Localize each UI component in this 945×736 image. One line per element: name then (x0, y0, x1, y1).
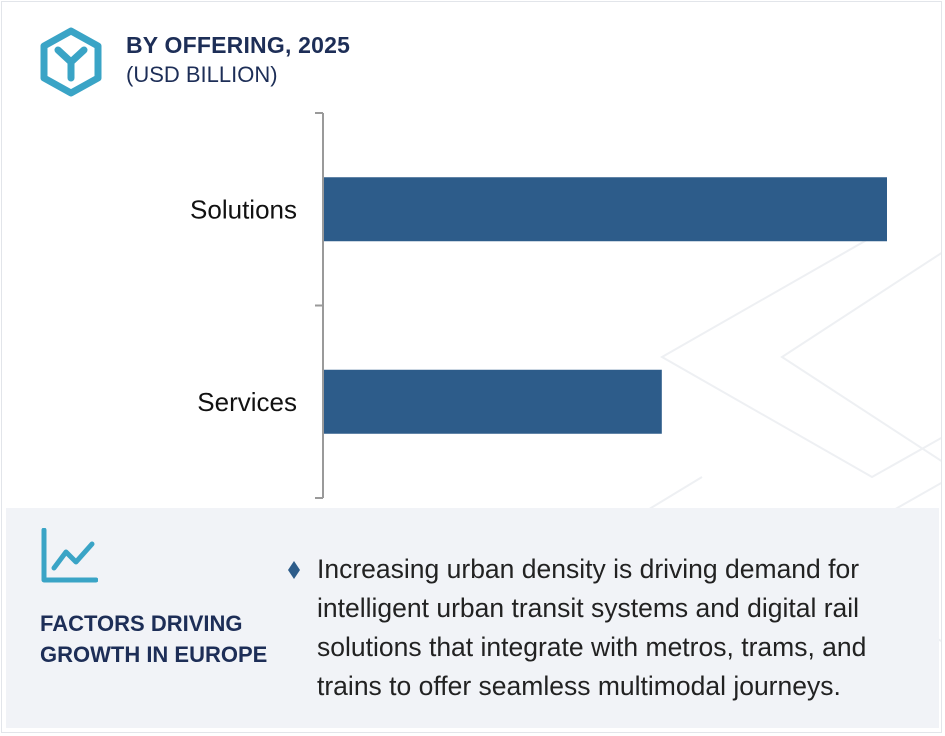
factors-panel: FACTORS DRIVING GROWTH IN EUROPE Increas… (6, 508, 939, 728)
bar-services (324, 369, 662, 434)
hexagon-y-logo-icon (40, 27, 102, 97)
line-chart-growth-icon (41, 528, 98, 583)
chart-title: BY OFFERING, 2025 (126, 32, 351, 58)
bar-solutions (324, 177, 887, 242)
chart-subtitle: (USD BILLION) (126, 62, 278, 87)
factor-bullet-text: Increasing urban density is driving dema… (317, 554, 867, 701)
factors-title: FACTORS DRIVING GROWTH IN EUROPE (40, 611, 268, 667)
category-label-services: Services (197, 387, 297, 417)
diamond-bullet-icon (288, 561, 300, 579)
bar-chart: Solutions Services (190, 112, 887, 499)
category-label-solutions: Solutions (190, 194, 297, 224)
